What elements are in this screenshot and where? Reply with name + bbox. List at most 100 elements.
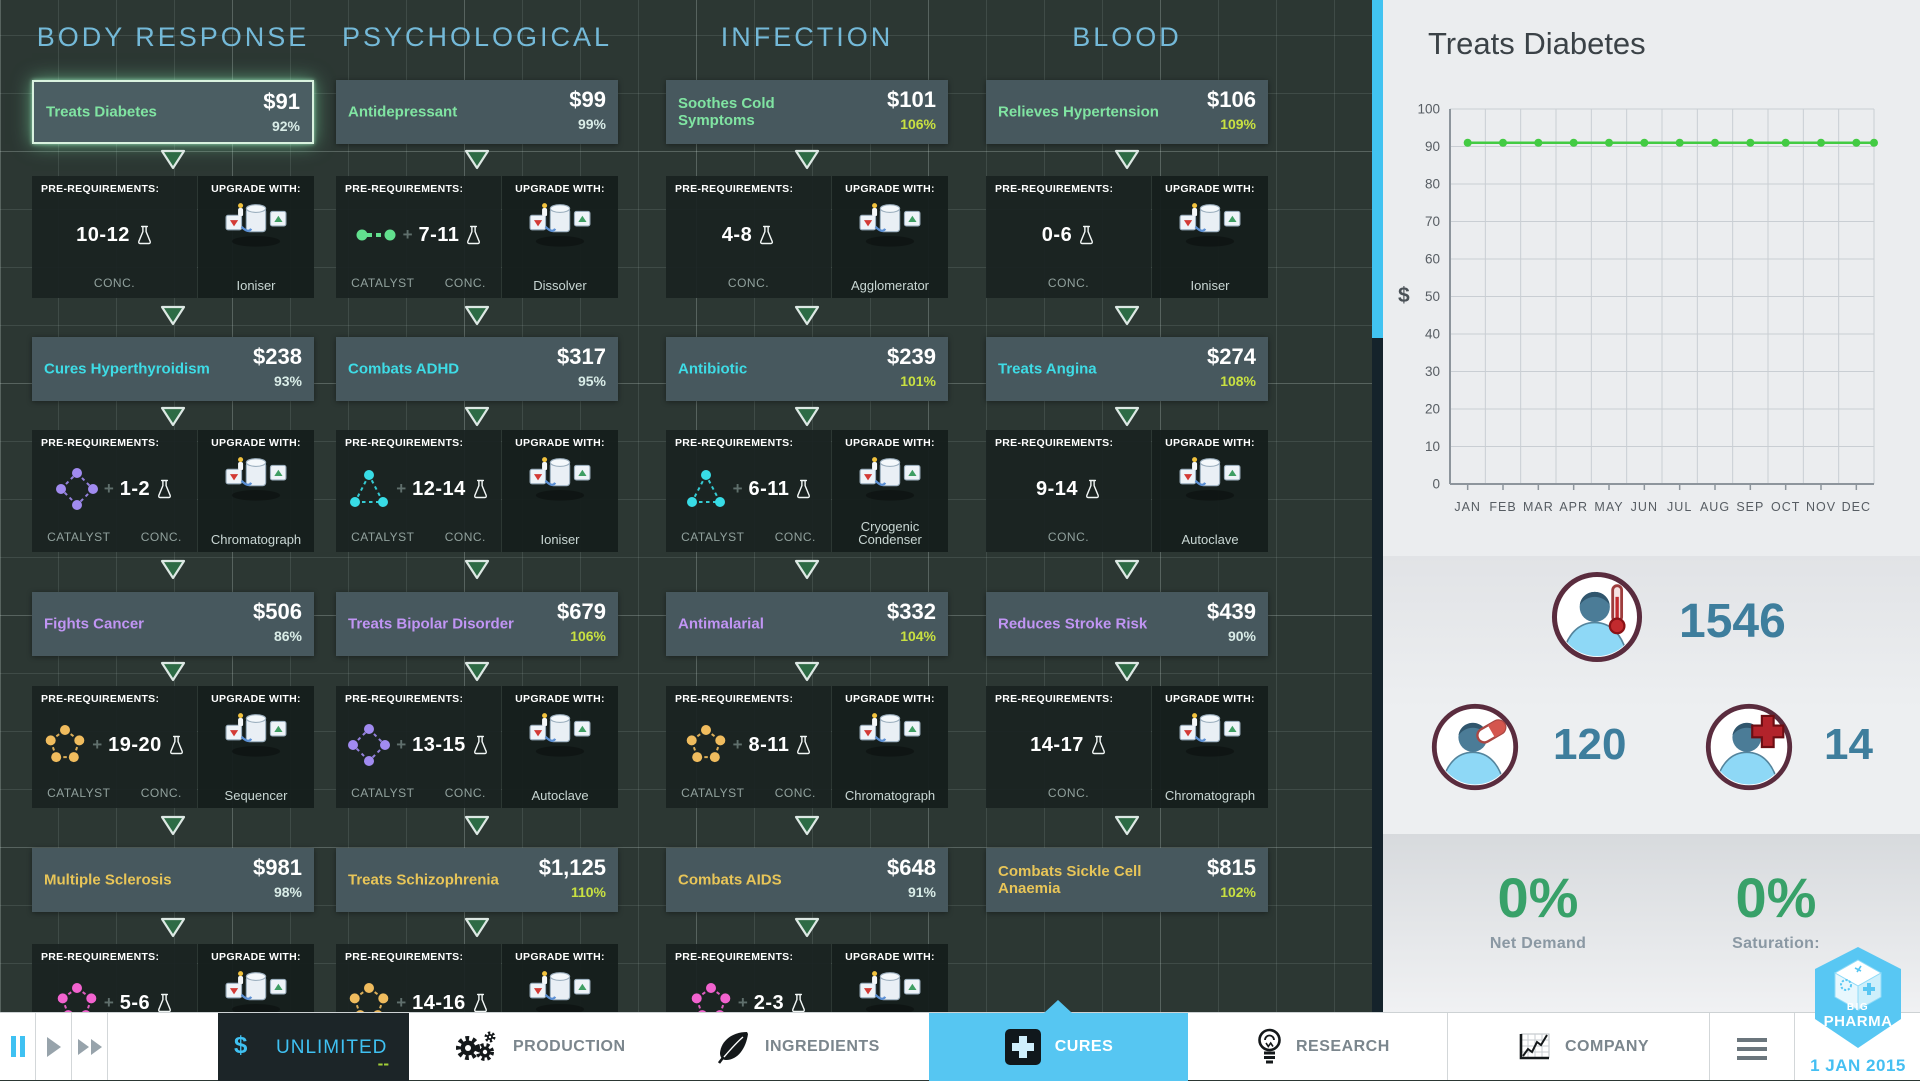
plus-sign: + [737, 993, 748, 1012]
pre-requirements-label: PRE-REQUIREMENTS: [675, 183, 794, 195]
play-button[interactable] [36, 1013, 71, 1080]
machine-name: Chromatograph [210, 532, 302, 548]
connector-arrow [160, 559, 186, 580]
cure-name: Treats Bipolar Disorder [348, 615, 514, 633]
chevron-down-icon [794, 406, 820, 427]
flask-icon [760, 225, 774, 245]
machine-icon [225, 971, 287, 1015]
pre-requirements-label: PRE-REQUIREMENTS: [675, 951, 794, 963]
conc-label: CONC. [444, 530, 486, 544]
cure-name: Soothes Cold Symptoms [678, 94, 775, 129]
pre-requirements-label: PRE-REQUIREMENTS: [995, 437, 1114, 449]
chevron-down-icon [464, 661, 490, 682]
cure-demand-percent: 108% [1220, 373, 1256, 389]
cure-card[interactable]: Antimalarial $332 104% [666, 592, 948, 656]
chevron-down-icon [160, 815, 186, 836]
pause-icon [10, 1036, 25, 1057]
cure-card[interactable]: Cures Hyperthyroidism $238 93% [32, 337, 314, 401]
column-header-0: BODY RESPONSE [36, 22, 310, 52]
cure-name: Treats Schizophrenia [348, 871, 499, 889]
connector-arrow [794, 305, 820, 326]
cure-demand-percent: 106% [570, 628, 606, 644]
chevron-down-icon [160, 305, 186, 326]
cure-card[interactable]: Treats Bipolar Disorder $679 106% [336, 592, 618, 656]
panel-title: Treats Diabetes [1428, 26, 1646, 61]
flask-icon [473, 735, 487, 755]
connector-arrow [464, 917, 490, 938]
machine-icon [1179, 457, 1241, 501]
svg-text:0: 0 [1432, 477, 1440, 492]
fast-forward-button[interactable] [72, 1013, 107, 1080]
pause-button[interactable] [0, 1013, 35, 1080]
cure-card[interactable]: Treats Angina $274 108% [986, 337, 1268, 401]
cure-card[interactable]: Relieves Hypertension $106 109% [986, 80, 1268, 144]
cure-demand-percent: 101% [900, 373, 936, 389]
pre-requirements-label: PRE-REQUIREMENTS: [995, 183, 1114, 195]
machine-name: Ioniser [540, 532, 580, 548]
tab-cures[interactable]: CURES [929, 1013, 1188, 1081]
conc-label: CONC. [1047, 530, 1090, 544]
pre-requirements-label: PRE-REQUIREMENTS: [345, 183, 464, 195]
cure-requirements-panel: PRE-REQUIREMENTS: 4-8 CONC. UPGRADE WITH: Ag… [666, 176, 948, 298]
svg-text:30: 30 [1425, 364, 1440, 379]
machine-icon [225, 457, 287, 501]
cure-card[interactable]: Antidepressant $99 99% [336, 80, 618, 144]
machine-name: Dissolver [533, 278, 587, 294]
cure-card[interactable]: Treats Schizophrenia $1,125 110% [336, 848, 618, 912]
concentration-range: 6-11 [748, 477, 790, 500]
flask-icon [467, 225, 481, 245]
cure-card[interactable]: Combats ADHD $317 95% [336, 337, 618, 401]
money-display: $ UNLIMITED -- [218, 1013, 409, 1081]
cure-card[interactable]: Multiple Sclerosis $981 98% [32, 848, 314, 912]
tab-company[interactable]: COMPANY [1516, 1013, 1649, 1081]
scrollbar-thumb[interactable] [1372, 0, 1383, 338]
machine-name: Agglomerator [850, 278, 930, 294]
cure-card[interactable]: Antibiotic $239 101% [666, 337, 948, 401]
upgrade-with-label: UPGRADE WITH: [845, 693, 935, 705]
conc-label: CONC. [774, 530, 816, 544]
tab-ingredients[interactable]: INGREDIENTS [716, 1013, 880, 1081]
cure-card[interactable]: Reduces Stroke Risk $439 90% [986, 592, 1268, 656]
cure-demand-percent: 104% [900, 628, 936, 644]
catalyst-triangle-icon [686, 470, 725, 507]
conc-label: CONC. [1047, 786, 1090, 800]
cure-requirements-panel: PRE-REQUIREMENTS: +7-11 CATALYST CONC. UPGRA… [336, 176, 618, 298]
game-date: 1 JAN 2015 [1810, 1056, 1906, 1075]
cure-card[interactable]: Combats Sickle Cell Anaemia $815 102% [986, 848, 1268, 912]
upgrade-with-label: UPGRADE WITH: [211, 183, 301, 195]
cure-card[interactable]: Fights Cancer $506 86% [32, 592, 314, 656]
cure-card[interactable]: Combats AIDS $648 91% [666, 848, 948, 912]
connector-arrow [464, 661, 490, 682]
connector-arrow [160, 917, 186, 938]
cure-price: $648 [887, 855, 936, 880]
connector-arrow [464, 815, 490, 836]
plus-sign: + [732, 735, 743, 754]
chevron-down-icon [1114, 815, 1140, 836]
patient-stats-section: 1546 120 14 [1383, 556, 1920, 834]
cross-icon [1004, 1029, 1041, 1065]
big-pharma-logo: BIG PHARMA 1 JAN 2015 [1810, 946, 1906, 1075]
tab-production[interactable]: PRODUCTION [452, 1013, 626, 1081]
machine-name: Autoclave [1181, 532, 1239, 548]
cure-card[interactable]: Soothes Cold Symptoms $101 106% [666, 80, 948, 144]
cures-board: BODY RESPONSE Treats Diabetes $91 92% PRE-RE… [0, 0, 1372, 1080]
svg-text:40: 40 [1425, 327, 1440, 342]
svg-text:100: 100 [1417, 102, 1440, 117]
cure-name: Antidepressant [348, 103, 458, 121]
divider [107, 1013, 108, 1080]
menu-button[interactable] [1737, 1038, 1767, 1065]
concentration-range: 8-11 [748, 733, 790, 756]
chevron-down-icon [464, 149, 490, 170]
connector-arrow [464, 406, 490, 427]
catalyst-diamond-icon [55, 468, 98, 510]
cure-demand-percent: 110% [570, 884, 606, 900]
tab-research[interactable]: RESEARCH [1256, 1013, 1390, 1081]
scrollbar-track[interactable] [1372, 0, 1383, 1012]
concentration-range: 4-8 [721, 223, 753, 246]
upgrade-with-label: UPGRADE WITH: [515, 183, 605, 195]
catalyst-label: CATALYST [47, 786, 111, 800]
cure-card[interactable]: Treats Diabetes $91 92% [32, 80, 314, 144]
cure-price: $101 [887, 87, 936, 112]
connector-arrow [160, 406, 186, 427]
chevron-down-icon [794, 559, 820, 580]
